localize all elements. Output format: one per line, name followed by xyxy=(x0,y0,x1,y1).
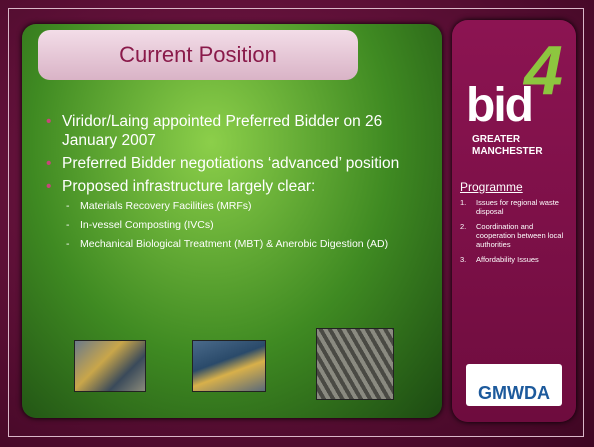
item-number: 2. xyxy=(460,222,476,249)
logo-bid: bid xyxy=(466,78,532,133)
photo xyxy=(192,340,266,392)
logo-line: GREATER xyxy=(472,134,520,145)
item-text: Coordination and cooperation between loc… xyxy=(476,222,572,249)
item-number: 1. xyxy=(460,198,476,216)
partner-logo: GMWDA xyxy=(466,364,562,406)
sub-bullet: Materials Recovery Facilities (MRFs) xyxy=(36,200,436,213)
programme-heading: Programme xyxy=(460,180,572,194)
sub-bullet: Mechanical Biological Treatment (MBT) & … xyxy=(36,238,436,251)
programme-item: 1.Issues for regional waste disposal xyxy=(460,198,572,216)
programme: Programme 1.Issues for regional waste di… xyxy=(460,180,572,270)
bullet: Proposed infrastructure largely clear: xyxy=(36,177,436,196)
sub-bullet: In-vessel Composting (IVCs) xyxy=(36,219,436,232)
slide: Current Position Viridor/Laing appointed… xyxy=(0,0,594,447)
item-text: Affordability Issues xyxy=(476,255,539,264)
logo-line: MANCHESTER xyxy=(472,146,543,157)
photo xyxy=(316,328,394,400)
bullet-list: Viridor/Laing appointed Preferred Bidder… xyxy=(36,112,436,257)
photo xyxy=(74,340,146,392)
bullet: Preferred Bidder negotiations ‘advanced’… xyxy=(36,154,436,173)
bid4-logo: 4 bid GREATER MANCHESTER xyxy=(466,30,566,150)
programme-item: 2.Coordination and cooperation between l… xyxy=(460,222,572,249)
bullet: Viridor/Laing appointed Preferred Bidder… xyxy=(36,112,436,150)
item-number: 3. xyxy=(460,255,476,264)
programme-item: 3.Affordability Issues xyxy=(460,255,572,264)
item-text: Issues for regional waste disposal xyxy=(476,198,572,216)
slide-title: Current Position xyxy=(38,30,358,80)
